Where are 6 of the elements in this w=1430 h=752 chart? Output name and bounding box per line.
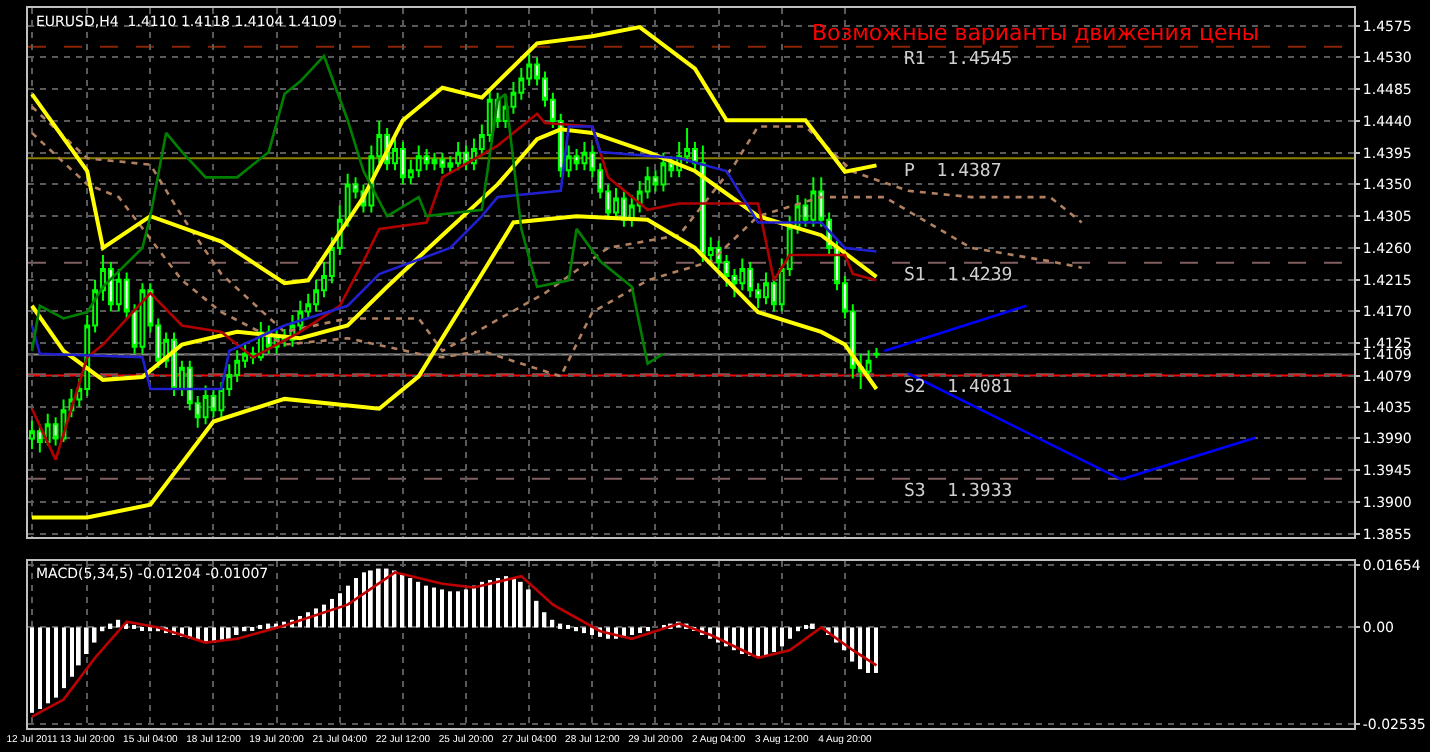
ref-line-label: P 1.4387: [904, 162, 1002, 182]
ref-line-label: S2 1.4081: [904, 378, 1013, 398]
ref-line-label: S3 1.3933: [904, 482, 1013, 502]
annotation: Возможные варианты движения цены: [812, 20, 1260, 46]
ref-line-label: S1 1.4239: [904, 266, 1013, 286]
ref-line-label: R1 1.4545: [904, 50, 1013, 70]
